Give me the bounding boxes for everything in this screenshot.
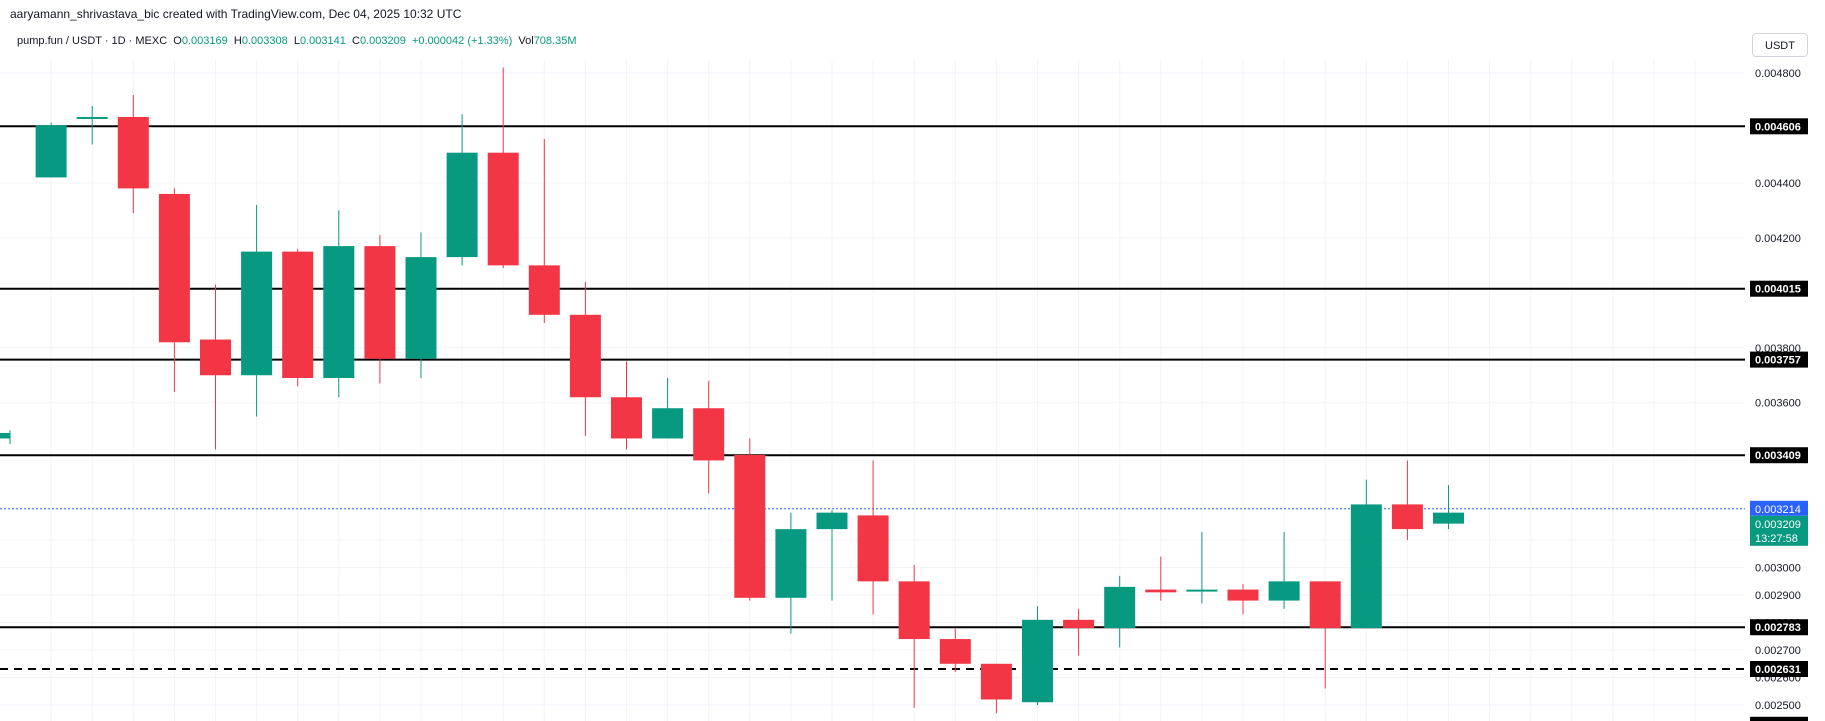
volume-label: Vol <box>518 35 534 47</box>
candle-body <box>364 246 396 359</box>
level-label-bg <box>1750 280 1808 297</box>
volume-value: 708.35M <box>533 35 577 47</box>
symbol-legend[interactable]: pump.fun / USDT · 1D · MEXC O0.003169 H0… <box>17 35 577 47</box>
price-tick-label: 0.002700 <box>1755 645 1801 657</box>
candle-body <box>1104 586 1136 629</box>
low-label: L <box>293 35 300 47</box>
last-price-label: 0.003214 <box>1755 504 1801 516</box>
level-label-bg <box>1750 716 1808 721</box>
candle-body <box>117 116 149 189</box>
candle-body <box>898 581 930 640</box>
level-label-bg <box>1750 118 1808 135</box>
candle-body <box>1063 619 1095 629</box>
candle-body <box>857 515 889 582</box>
price-axis: 0.0048000.0044000.0042000.0038000.003600… <box>1755 68 1801 712</box>
candle-body <box>1145 589 1177 593</box>
level-labels: 0.004606 0.004015 0.003757 0.003409 0.002783… <box>1750 118 1808 721</box>
candle-body <box>1391 504 1423 530</box>
candle-body <box>1433 512 1464 524</box>
candle-body <box>816 512 848 530</box>
candle-body <box>734 454 766 598</box>
candle-body <box>980 663 1012 700</box>
candle-body <box>939 639 971 664</box>
level-label: 0.002631 <box>1755 664 1801 676</box>
level-label-bg <box>1750 351 1808 368</box>
candle-body <box>282 251 314 379</box>
price-tick-label: 0.002900 <box>1755 590 1801 602</box>
chart-attribution: aaryamann_shrivastava_bic created with T… <box>10 7 462 21</box>
candle-body <box>528 265 560 315</box>
candle-body <box>652 408 684 439</box>
level-label: 0.004015 <box>1755 284 1801 296</box>
last-price-label-bg <box>1750 500 1808 516</box>
level-lines <box>0 125 1745 671</box>
candle-body <box>35 125 67 178</box>
level-label: 0.002428 <box>1755 720 1801 721</box>
candle-body <box>775 529 807 598</box>
candle-body <box>0 432 10 439</box>
close-label: C <box>351 35 360 47</box>
candle-body <box>446 152 478 258</box>
level-label: 0.003757 <box>1755 355 1801 367</box>
candle-body <box>693 408 725 461</box>
candle-body <box>241 251 273 376</box>
level-label: 0.003409 <box>1755 450 1801 462</box>
close-price-label-bg <box>1750 515 1808 546</box>
price-tick-label: 0.003000 <box>1755 563 1801 575</box>
currency-button[interactable]: USDT <box>1752 33 1808 57</box>
candle-body <box>1186 589 1218 592</box>
high-label: H <box>233 35 242 47</box>
price-tick-label: 0.004200 <box>1755 233 1801 245</box>
chart-grid <box>0 60 1745 721</box>
level-label: 0.002783 <box>1755 622 1801 634</box>
candle-body <box>76 116 108 119</box>
open-label: O <box>173 35 182 47</box>
open-value: 0.003169 <box>181 35 228 47</box>
candle-body <box>323 246 355 379</box>
level-label-bg <box>1750 619 1808 636</box>
close-price-label: 0.003209 <box>1755 519 1801 531</box>
level-label: 0.004606 <box>1755 121 1801 133</box>
candle-body <box>1227 589 1259 601</box>
price-tick-label: 0.002500 <box>1755 700 1801 712</box>
countdown-label: 13:27:58 <box>1755 533 1798 545</box>
candles <box>0 67 1464 714</box>
low-value: 0.003141 <box>299 35 346 47</box>
price-tick-label: 0.004800 <box>1755 68 1801 80</box>
level-label-bg <box>1750 447 1808 464</box>
candle-body <box>200 339 231 376</box>
change-value: +0.000042 (+1.33%) <box>411 35 513 47</box>
candle-body <box>1022 619 1053 703</box>
high-value: 0.003308 <box>241 35 288 47</box>
candle-body <box>569 314 601 398</box>
candle-body <box>405 257 437 359</box>
candle-body <box>487 152 519 266</box>
price-tick-label: 0.003600 <box>1755 398 1801 410</box>
symbol-name[interactable]: pump.fun / USDT · 1D · MEXC <box>17 35 168 47</box>
candle-body <box>1268 581 1300 601</box>
price-tick-label: 0.004400 <box>1755 178 1801 190</box>
candle-body <box>1309 581 1341 629</box>
close-value: 0.003209 <box>359 35 406 47</box>
candle-body <box>611 397 642 439</box>
level-label-bg <box>1750 661 1808 678</box>
candle-body <box>158 193 190 343</box>
candle-body <box>1350 504 1382 629</box>
